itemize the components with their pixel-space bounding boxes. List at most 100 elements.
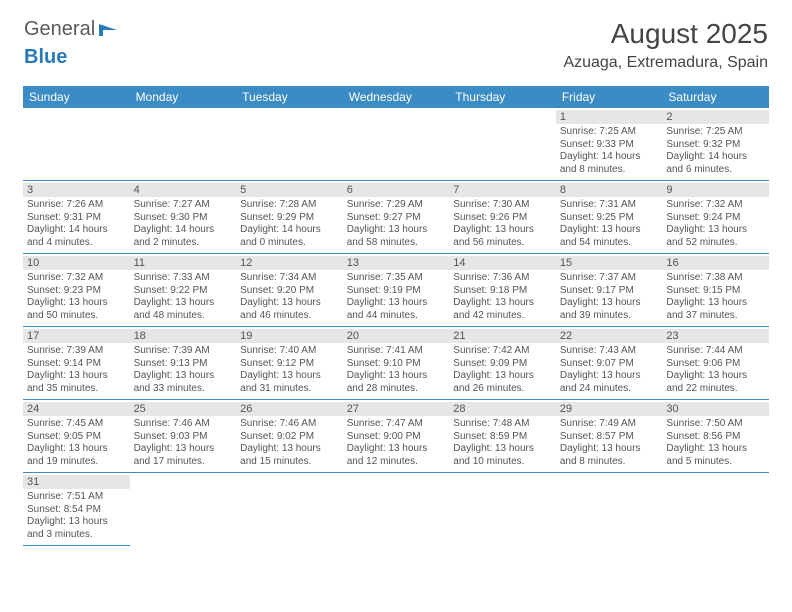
day-number: 3 — [23, 183, 130, 197]
sunrise-line: Sunrise: 7:47 AM — [347, 418, 446, 431]
day-cell: 24Sunrise: 7:45 AMSunset: 9:05 PMDayligh… — [23, 400, 130, 472]
month-title: August 2025 — [563, 18, 768, 50]
daylight-line: Daylight: 14 hours and 8 minutes. — [560, 151, 659, 176]
day-cell-empty — [449, 108, 556, 180]
sunset-line: Sunset: 8:56 PM — [666, 431, 765, 444]
daylight-line: Daylight: 13 hours and 12 minutes. — [347, 443, 446, 468]
day-info: Sunrise: 7:33 AMSunset: 9:22 PMDaylight:… — [134, 272, 233, 322]
daylight-line: Daylight: 13 hours and 46 minutes. — [240, 297, 339, 322]
dow-tuesday: Tuesday — [236, 86, 343, 108]
daylight-line: Daylight: 13 hours and 10 minutes. — [453, 443, 552, 468]
daylight-line: Daylight: 14 hours and 4 minutes. — [27, 224, 126, 249]
sunrise-line: Sunrise: 7:25 AM — [560, 126, 659, 139]
day-number: 16 — [662, 256, 769, 270]
day-cell-empty — [236, 108, 343, 180]
daylight-line: Daylight: 13 hours and 58 minutes. — [347, 224, 446, 249]
day-number: 17 — [23, 329, 130, 343]
dow-saturday: Saturday — [662, 86, 769, 108]
week-row: 3Sunrise: 7:26 AMSunset: 9:31 PMDaylight… — [23, 181, 769, 254]
sunrise-line: Sunrise: 7:48 AM — [453, 418, 552, 431]
day-cell: 20 Sunrise: 7:41 AMSunset: 9:10 PMDayligh… — [343, 327, 450, 399]
day-cell: 27Sunrise: 7:47 AMSunset: 9:00 PMDayligh… — [343, 400, 450, 472]
day-info: Sunrise: 7:35 AMSunset: 9:19 PMDaylight:… — [347, 272, 446, 322]
day-cell: 9Sunrise: 7:32 AMSunset: 9:24 PMDaylight… — [662, 181, 769, 253]
day-info: Sunrise: 7:46 AMSunset: 9:03 PMDaylight:… — [134, 418, 233, 468]
day-number: 24 — [23, 402, 130, 416]
day-cell: 17Sunrise: 7:39 AMSunset: 9:14 PMDayligh… — [23, 327, 130, 399]
day-info: Sunrise: 7:31 AMSunset: 9:25 PMDaylight:… — [560, 199, 659, 249]
sunrise-line: Sunrise: 7:45 AM — [27, 418, 126, 431]
day-cell: 11 Sunrise: 7:33 AMSunset: 9:22 PMDayligh… — [130, 254, 237, 326]
daylight-line: Daylight: 14 hours and 2 minutes. — [134, 224, 233, 249]
sunset-line: Sunset: 9:18 PM — [453, 285, 552, 298]
logo-text-blue: Blue — [24, 46, 67, 69]
sunrise-line: Sunrise: 7:50 AM — [666, 418, 765, 431]
day-cell: 12 Sunrise: 7:34 AMSunset: 9:20 PMDayligh… — [236, 254, 343, 326]
day-number: 22 — [556, 329, 663, 343]
sunset-line: Sunset: 9:17 PM — [560, 285, 659, 298]
daylight-line: Daylight: 13 hours and 37 minutes. — [666, 297, 765, 322]
day-cell: 25Sunrise: 7:46 AMSunset: 9:03 PMDayligh… — [130, 400, 237, 472]
day-cell: 26Sunrise: 7:46 AMSunset: 9:02 PMDayligh… — [236, 400, 343, 472]
day-cell: 30Sunrise: 7:50 AMSunset: 8:56 PMDayligh… — [662, 400, 769, 472]
day-cell: 13 Sunrise: 7:35 AMSunset: 9:19 PMDayligh… — [343, 254, 450, 326]
sunset-line: Sunset: 9:02 PM — [240, 431, 339, 444]
sunset-line: Sunset: 9:03 PM — [134, 431, 233, 444]
day-number: 13 — [343, 256, 450, 270]
sunrise-line: Sunrise: 7:46 AM — [134, 418, 233, 431]
sunset-line: Sunset: 8:57 PM — [560, 431, 659, 444]
day-number: 23 — [662, 329, 769, 343]
day-cell: 28Sunrise: 7:48 AMSunset: 8:59 PMDayligh… — [449, 400, 556, 472]
sunrise-line: Sunrise: 7:43 AM — [560, 345, 659, 358]
sunrise-line: Sunrise: 7:39 AM — [134, 345, 233, 358]
sunrise-line: Sunrise: 7:33 AM — [134, 272, 233, 285]
dow-sunday: Sunday — [23, 86, 130, 108]
sunrise-line: Sunrise: 7:51 AM — [27, 491, 126, 504]
sunrise-line: Sunrise: 7:35 AM — [347, 272, 446, 285]
day-info: Sunrise: 7:25 AMSunset: 9:32 PMDaylight:… — [666, 126, 765, 176]
day-cell: 3Sunrise: 7:26 AMSunset: 9:31 PMDaylight… — [23, 181, 130, 253]
day-number: 12 — [236, 256, 343, 270]
sunset-line: Sunset: 9:19 PM — [347, 285, 446, 298]
week-row: 31Sunrise: 7:51 AMSunset: 8:54 PMDayligh… — [23, 473, 769, 546]
sunset-line: Sunset: 9:10 PM — [347, 358, 446, 371]
sunset-line: Sunset: 9:20 PM — [240, 285, 339, 298]
sunrise-line: Sunrise: 7:42 AM — [453, 345, 552, 358]
sunrise-line: Sunrise: 7:27 AM — [134, 199, 233, 212]
day-number: 1 — [556, 110, 663, 124]
sunset-line: Sunset: 9:05 PM — [27, 431, 126, 444]
day-number: 15 — [556, 256, 663, 270]
day-info: Sunrise: 7:30 AMSunset: 9:26 PMDaylight:… — [453, 199, 552, 249]
daylight-line: Daylight: 13 hours and 26 minutes. — [453, 370, 552, 395]
sunrise-line: Sunrise: 7:25 AM — [666, 126, 765, 139]
day-cell-empty — [449, 473, 556, 546]
day-number: 26 — [236, 402, 343, 416]
day-cell-empty — [130, 108, 237, 180]
sunrise-line: Sunrise: 7:32 AM — [27, 272, 126, 285]
sunset-line: Sunset: 9:22 PM — [134, 285, 233, 298]
daylight-line: Daylight: 13 hours and 35 minutes. — [27, 370, 126, 395]
day-number: 21 — [449, 329, 556, 343]
day-cell: 18Sunrise: 7:39 AMSunset: 9:13 PMDayligh… — [130, 327, 237, 399]
day-info: Sunrise: 7:51 AMSunset: 8:54 PMDaylight:… — [27, 491, 126, 541]
day-number: 7 — [449, 183, 556, 197]
sunset-line: Sunset: 8:54 PM — [27, 504, 126, 517]
day-cell: 19Sunrise: 7:40 AMSunset: 9:12 PMDayligh… — [236, 327, 343, 399]
day-number: 11 — [130, 256, 237, 270]
day-info: Sunrise: 7:40 AMSunset: 9:12 PMDaylight:… — [240, 345, 339, 395]
title-block: August 2025 Azuaga, Extremadura, Spain — [563, 18, 768, 72]
sunrise-line: Sunrise: 7:32 AM — [666, 199, 765, 212]
sunset-line: Sunset: 9:06 PM — [666, 358, 765, 371]
day-number: 20 — [343, 329, 450, 343]
day-number: 6 — [343, 183, 450, 197]
daylight-line: Daylight: 14 hours and 0 minutes. — [240, 224, 339, 249]
day-info: Sunrise: 7:41 AMSunset: 9:10 PMDaylight:… — [347, 345, 446, 395]
daylight-line: Daylight: 13 hours and 28 minutes. — [347, 370, 446, 395]
day-info: Sunrise: 7:32 AMSunset: 9:23 PMDaylight:… — [27, 272, 126, 322]
daylight-line: Daylight: 13 hours and 5 minutes. — [666, 443, 765, 468]
day-cell: 1Sunrise: 7:25 AMSunset: 9:33 PMDaylight… — [556, 108, 663, 180]
day-info: Sunrise: 7:48 AMSunset: 8:59 PMDaylight:… — [453, 418, 552, 468]
day-info: Sunrise: 7:34 AMSunset: 9:20 PMDaylight:… — [240, 272, 339, 322]
sunrise-line: Sunrise: 7:31 AM — [560, 199, 659, 212]
day-number: 2 — [662, 110, 769, 124]
